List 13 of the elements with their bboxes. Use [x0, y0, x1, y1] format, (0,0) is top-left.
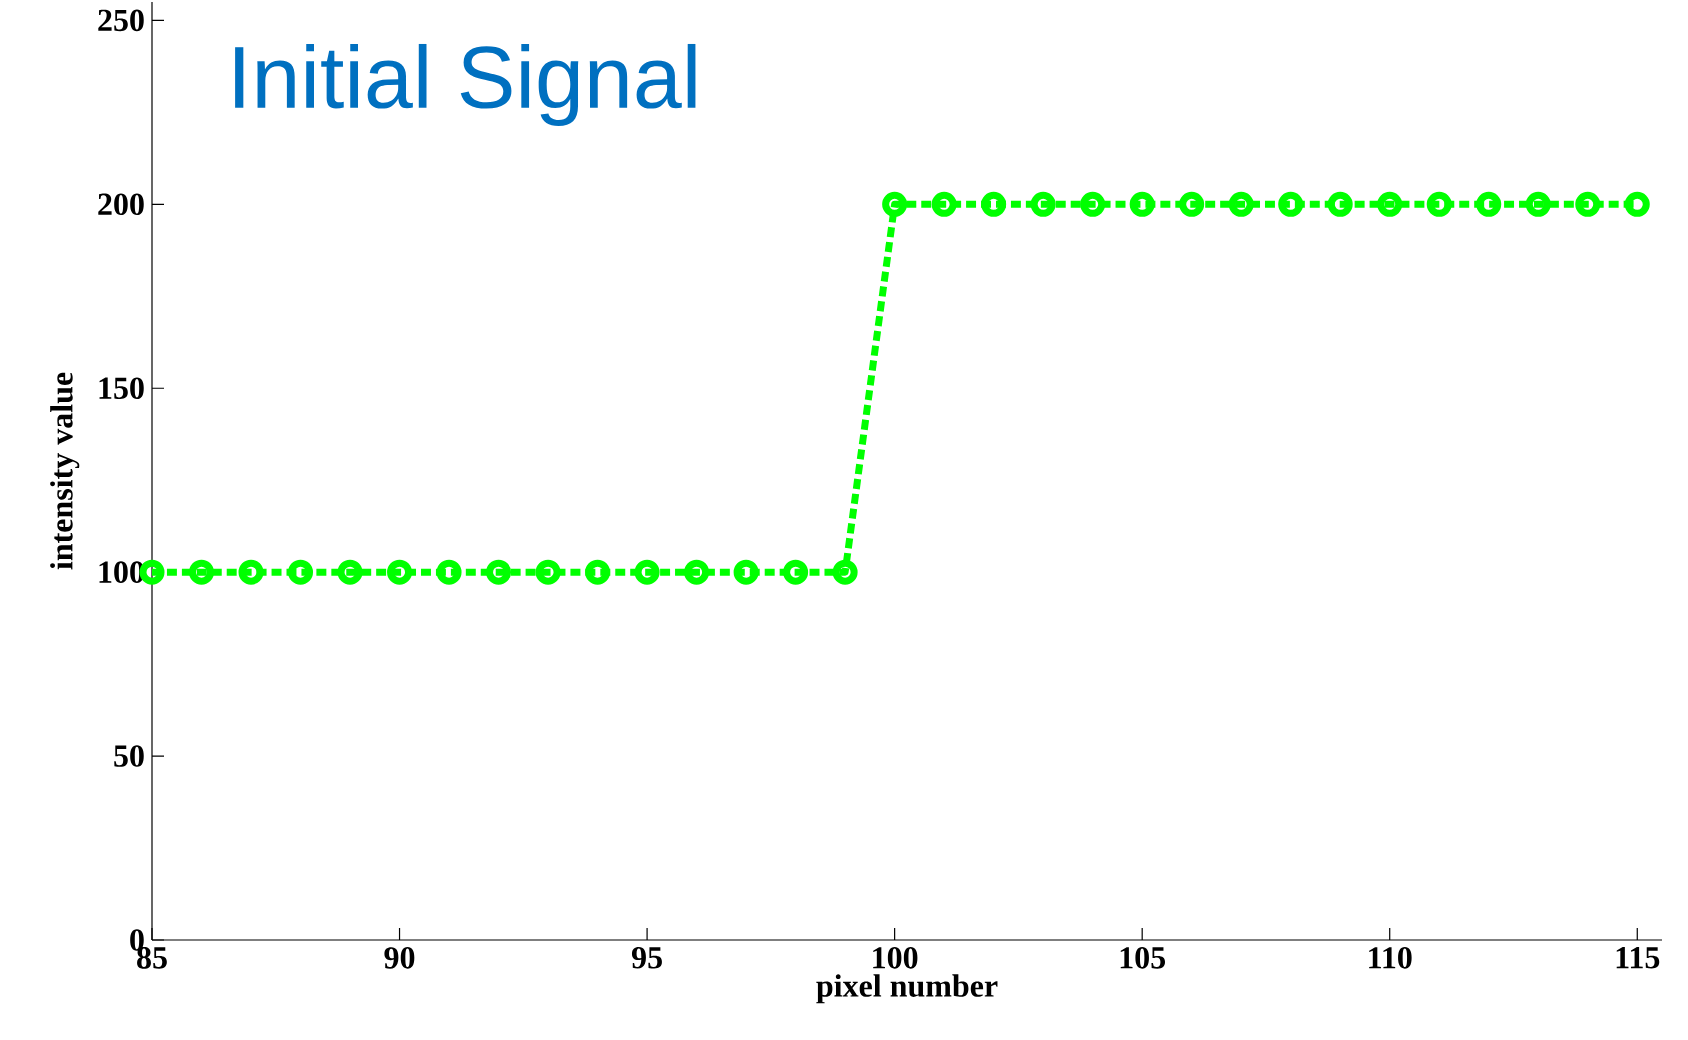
x-tick-label: 95 — [631, 947, 662, 969]
y-axis-title: intensity value — [50, 372, 80, 570]
x-tick-label: 105 — [1120, 947, 1166, 969]
x-tick-label: 100 — [873, 947, 918, 969]
y-tick-label: 50 — [114, 745, 144, 767]
x-axis-title: pixel number — [816, 974, 998, 1004]
chart-title: Initial Signal — [235, 43, 696, 126]
y-tick-label: 200 — [98, 193, 144, 216]
x-tick-label: 110 — [1369, 947, 1412, 969]
y-tick-label: 150 — [99, 377, 144, 400]
x-tick-label: 90 — [384, 947, 415, 969]
y-tick-label: 250 — [98, 9, 144, 32]
x-tick-label: 115 — [1616, 947, 1660, 969]
